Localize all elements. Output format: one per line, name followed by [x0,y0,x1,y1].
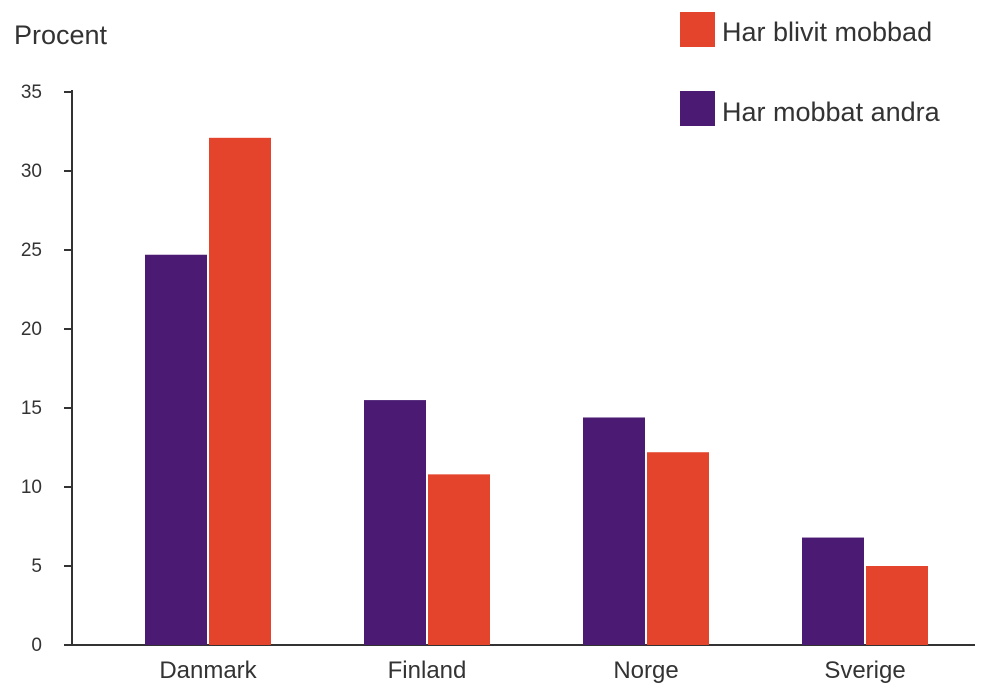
legend-swatch-har-mobbat-andra [680,91,715,126]
bar-sverige-har-blivit-mobbad [866,566,928,645]
bar-sverige-har-mobbat-andra [802,537,864,645]
x-category-label-finland: Finland [388,657,467,684]
y-tick-label-10: 10 [21,477,42,498]
x-category-label-norge: Norge [613,657,678,684]
y-tick-label-20: 20 [21,319,42,340]
y-tick-label-15: 15 [21,398,42,419]
bar-norge-har-mobbat-andra [583,417,645,645]
bar-danmark-har-mobbat-andra [145,254,207,646]
y-axis-ticks: 0 5 10 15 20 25 30 35 [21,82,72,656]
bar-finland-har-mobbat-andra [364,400,426,645]
y-tick-label-25: 25 [21,240,42,261]
bar-finland-har-blivit-mobbad [428,474,490,645]
y-tick-label-5: 5 [31,556,42,577]
y-tick-label-30: 30 [21,161,42,182]
y-axis-label: Procent [14,20,108,50]
bar-danmark-har-blivit-mobbad [209,137,271,645]
legend-label-har-blivit-mobbad: Har blivit mobbad [722,17,932,47]
legend-label-har-mobbat-andra: Har mobbat andra [722,97,941,127]
x-axis-categories: Danmark Finland Norge Sverige [159,657,905,684]
bar-norge-har-blivit-mobbad [647,452,709,645]
x-category-label-danmark: Danmark [159,657,257,684]
y-tick-label-35: 35 [21,82,42,103]
legend-swatch-har-blivit-mobbad [680,12,715,47]
legend: Har blivit mobbad Har mobbat andra [680,12,941,127]
y-tick-label-0: 0 [31,635,42,656]
bars-group [145,137,928,646]
x-category-label-sverige: Sverige [824,657,905,684]
